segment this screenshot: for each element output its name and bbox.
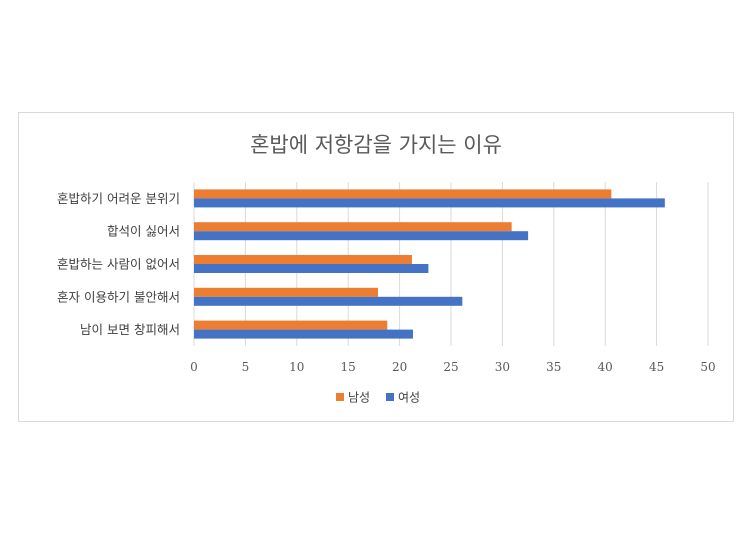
x-tick-label: 50 [700, 360, 715, 374]
gridlines [193, 182, 709, 346]
x-tick-label: 30 [495, 360, 510, 374]
chart-title: 혼밥에 저항감을 가지는 이유 [250, 133, 502, 157]
bar-male [194, 222, 512, 232]
legend-label: 남성 [348, 391, 370, 405]
x-tick-label: 0 [190, 360, 198, 374]
category-label: 합석이 싫어서 [107, 224, 180, 239]
legend-label: 여성 [398, 391, 420, 405]
legend: 남성 여성 [336, 391, 420, 405]
legend-swatch [336, 393, 344, 401]
x-tick-label: 45 [649, 360, 664, 374]
category-label: 남이 보면 창피해서 [80, 322, 180, 337]
category-label: 혼자 이용하기 불안해서 [57, 289, 180, 304]
x-tick-label: 15 [341, 360, 356, 374]
bar-female [194, 198, 665, 208]
x-tick-label: 35 [546, 360, 561, 374]
bars [194, 189, 665, 339]
x-tick-label: 40 [598, 360, 613, 374]
bar-male [194, 287, 379, 297]
x-tick-label: 20 [392, 360, 407, 374]
x-tick-label: 10 [289, 360, 304, 374]
category-label: 혼밥하는 사람이 없어서 [57, 257, 180, 272]
bar-female [194, 264, 429, 273]
x-tick-label: 5 [242, 360, 250, 374]
bar-female [194, 296, 463, 306]
bar-male [194, 189, 612, 199]
x-tick-label: 25 [443, 360, 458, 374]
bar-female [194, 231, 529, 241]
bar-male [194, 255, 412, 264]
bar-male [194, 320, 388, 330]
x-axis-ticks: 0 5 10 15 20 25 30 35 40 45 50 [190, 360, 715, 374]
bar-female [194, 329, 413, 339]
legend-swatch [386, 393, 394, 401]
category-label: 혼밥하기 어려운 분위기 [57, 191, 180, 206]
